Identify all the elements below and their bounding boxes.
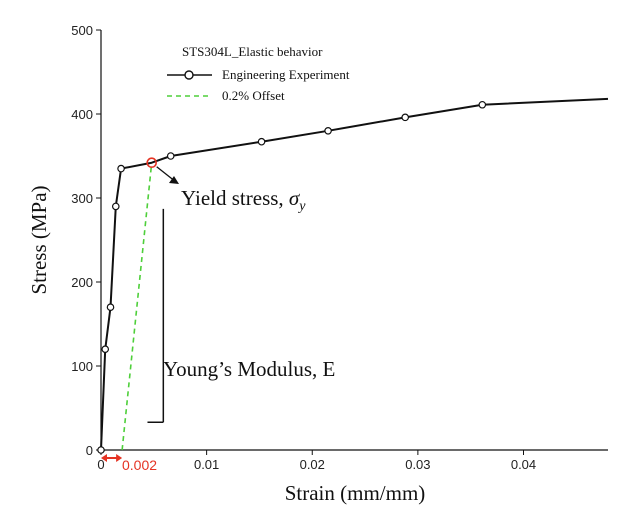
y-axis-title: Stress (MPa) — [27, 185, 51, 294]
experiment-data-point — [101, 345, 110, 354]
plot-frame — [100, 30, 608, 451]
legend-experiment-marker — [184, 70, 194, 80]
offset-arrow-left-head — [101, 454, 107, 462]
yield-stress-text: Yield stress, — [181, 186, 289, 210]
yield-sigma-symbol: σ — [289, 186, 301, 210]
modulus-triangle-layer — [147, 208, 165, 424]
youngs-modulus-label: Young’s Modulus, E — [163, 357, 335, 381]
experiment-data-point — [166, 152, 175, 160]
yield-stress-label: Yield stress, σy — [181, 186, 306, 214]
y-tick-label: 300 — [71, 191, 93, 206]
experiment-data-point — [111, 202, 120, 211]
experiment-markers-layer — [97, 100, 487, 454]
offset-strain-label: 0.002 — [122, 457, 157, 473]
x-tick-label: 0.04 — [511, 457, 536, 472]
x-tick-label: 0.02 — [300, 457, 325, 472]
offset-line — [121, 162, 153, 451]
x-axis-ticks: 0 0.01 0.02 0.03 0.04 — [97, 450, 536, 472]
legend-experiment-label: Engineering Experiment — [222, 67, 350, 82]
annotation-layer — [101, 157, 179, 462]
experiment-data-point — [257, 137, 266, 146]
experiment-series-layer — [100, 97, 609, 451]
experiment-data-point — [324, 127, 332, 135]
x-tick-label: 0.01 — [194, 457, 219, 472]
offset-series-layer — [121, 162, 153, 451]
y-tick-label: 400 — [71, 107, 93, 122]
experiment-data-point — [401, 113, 410, 122]
y-tick-label: 100 — [71, 359, 93, 374]
offset-arrow-right-head — [116, 454, 123, 462]
legend-offset-label: 0.2% Offset — [222, 88, 285, 103]
y-tick-label: 0 — [86, 443, 93, 458]
yield-point-marker — [146, 157, 157, 169]
legend-title: STS304L_Elastic behavior — [182, 44, 323, 59]
legend: STS304L_Elastic behavior Engineering Exp… — [167, 44, 350, 103]
y-tick-label: 500 — [71, 23, 93, 38]
y-axis-ticks: 0 100 200 300 400 500 — [71, 23, 101, 458]
experiment-data-point — [478, 100, 487, 109]
experiment-data-point — [106, 303, 115, 312]
y-tick-label: 200 — [71, 275, 93, 290]
yield-sigma-subscript: y — [297, 199, 306, 214]
yield-arrow-head — [169, 176, 179, 184]
x-axis-title: Strain (mm/mm) — [285, 481, 426, 505]
x-tick-label: 0.03 — [405, 457, 430, 472]
x-tick-label: 0 — [97, 457, 104, 472]
experiment-data-point — [117, 164, 125, 173]
experiment-line — [100, 97, 609, 451]
experiment-data-point — [97, 446, 105, 454]
